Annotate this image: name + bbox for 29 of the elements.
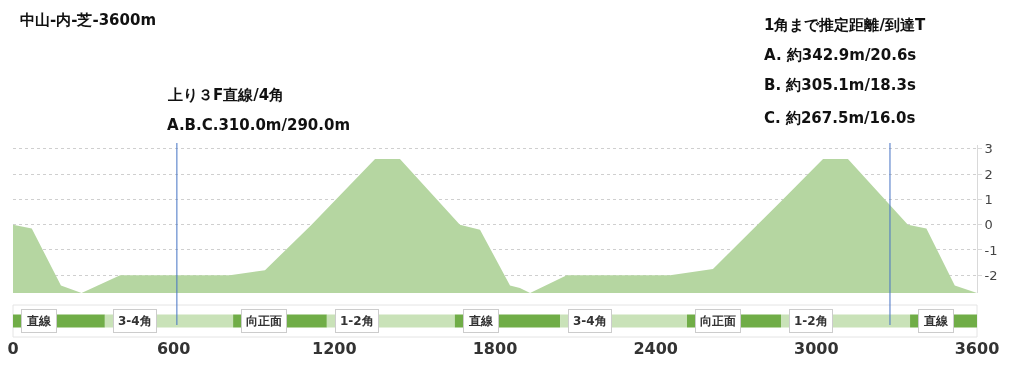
y-tick-label: -2: [984, 267, 998, 283]
data-label: 直線: [468, 314, 494, 328]
x-tick-label: 2400: [633, 339, 678, 358]
text: 1角まで推定距離/到達T: [764, 16, 926, 34]
y-tick-label: 1: [984, 191, 993, 207]
data-label: 1-2角: [794, 314, 828, 328]
y-tick-label: 0: [984, 217, 993, 233]
data-label: 向正面: [700, 314, 736, 328]
x-tick-label: 3000: [794, 339, 839, 358]
chart-title: 中山-内-芝-3600m: [20, 11, 157, 30]
text: A.B.C.310.0m/290.0m: [167, 116, 351, 134]
x-tick-label: 1200: [312, 339, 357, 358]
text: 上り３F直線/4角: [167, 86, 285, 104]
x-tick-label: 1800: [472, 339, 518, 358]
x-tick-label: 600: [156, 339, 191, 358]
y-tick-label: 3: [984, 141, 993, 157]
data-label: 直線: [923, 314, 949, 328]
x-tick-label: 3600: [954, 339, 1000, 358]
data-label: 1-2角: [340, 314, 374, 328]
data-label: 3-4角: [573, 314, 607, 328]
y-tick-label: -1: [984, 242, 998, 258]
data-label: 直線: [26, 314, 52, 328]
text: C. 約267.5m/16.0s: [764, 109, 916, 127]
y-tick-label: 2: [984, 166, 993, 182]
text: B. 約305.1m/18.3s: [764, 76, 916, 94]
data-label: 向正面: [246, 314, 282, 328]
text: A. 約342.9m/20.6s: [764, 46, 917, 64]
data-label: 3-4角: [118, 314, 152, 328]
x-tick-label: 0: [7, 339, 19, 358]
